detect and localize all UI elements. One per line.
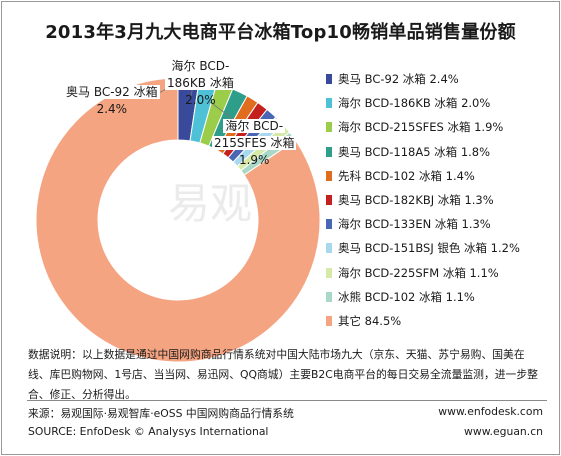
legend-item-10: 其它 84.5% — [326, 312, 558, 336]
callout-186kb-name-a: 海尔 BCD- — [169, 59, 232, 73]
chart-title: 2013年3月九大电商平台冰箱Top10畅销单品销售量份额 — [45, 22, 516, 43]
legend-label-8: 海尔 BCD-225SFM 冰箱 1.1% — [338, 265, 499, 280]
source-cn: 来源：易观国际·易观智库·eOSS 中国网购商品行情系统 — [28, 407, 294, 420]
legend-swatch-2 — [326, 122, 332, 133]
legend-label-9: 冰熊 BCD-102 冰箱 1.1% — [338, 289, 475, 304]
legend-swatch-6 — [326, 219, 332, 230]
legend-swatch-5 — [326, 194, 332, 205]
legend-swatch-9 — [326, 291, 332, 302]
callout-215sfes-name-b: 215SFES 冰箱 — [212, 136, 297, 150]
legend-swatch-7 — [326, 243, 332, 254]
legend-label-6: 海尔 BCD-133EN 冰箱 1.3% — [338, 217, 491, 232]
callout-215sfes: 海尔 BCD- 215SFES 冰箱 1.9% — [212, 118, 297, 169]
legend-item-9: 冰熊 BCD-102 冰箱 1.1% — [326, 288, 558, 312]
chart-legend: 奥马 BC-92 冰箱 2.4% 海尔 BCD-186KB 冰箱 2.0% 海尔 B… — [326, 70, 558, 336]
legend-label-5: 奥马 BCD-182KBJ 冰箱 1.3% — [338, 192, 494, 207]
callout-186kb-value: 2.0% — [185, 93, 216, 107]
legend-label-1: 海尔 BCD-186KB 冰箱 2.0% — [338, 96, 491, 111]
data-note: 数据说明：以上数据是通过中国网购商品行情系统对中国大陆市场九大（京东、天猫、苏宁… — [28, 348, 538, 401]
legend-swatch-0 — [326, 74, 332, 84]
legend-label-4: 先科 BCD-102 冰箱 1.4% — [338, 168, 475, 183]
legend-item-7: 奥马 BCD-151BSJ 银色 冰箱 1.2% — [326, 239, 558, 263]
legend-item-4: 先科 BCD-102 冰箱 1.4% — [326, 167, 558, 191]
watermark-text: 易观 — [168, 179, 253, 228]
legend-label-7: 奥马 BCD-151BSJ 银色 冰箱 1.2% — [338, 241, 520, 256]
callout-186kb: 海尔 BCD- 186KB 冰箱 2.0% — [165, 58, 236, 109]
legend-item-0: 奥马 BC-92 冰箱 2.4% — [326, 70, 558, 94]
callout-bc92-name: 奥马 BC-92 冰箱 — [64, 85, 160, 99]
callout-bc92: 奥马 BC-92 冰箱 2.4% — [64, 84, 160, 118]
source-en: SOURCE: EnfoDesk © Analysys Internationa… — [28, 425, 269, 438]
legend-swatch-3 — [326, 146, 332, 157]
legend-swatch-10 — [326, 315, 332, 326]
legend-item-5: 奥马 BCD-182KBJ 冰箱 1.3% — [326, 191, 558, 215]
legend-item-2: 海尔 BCD-215SFES 冰箱 1.9% — [326, 118, 558, 142]
legend-item-3: 奥马 BCD-118A5 冰箱 1.8% — [326, 143, 558, 167]
legend-label-0: 奥马 BC-92 冰箱 2.4% — [338, 72, 459, 86]
callout-215sfes-name-a: 海尔 BCD- — [223, 119, 286, 133]
legend-swatch-4 — [326, 170, 332, 181]
callout-186kb-name-b: 186KB 冰箱 — [165, 76, 236, 90]
legend-item-6: 海尔 BCD-133EN 冰箱 1.3% — [326, 215, 558, 239]
callout-215sfes-value: 1.9% — [238, 153, 270, 167]
divider — [27, 400, 547, 401]
url-enfodesk: www.enfodesk.com — [438, 405, 543, 418]
legend-item-1: 海尔 BCD-186KB 冰箱 2.0% — [326, 94, 558, 118]
legend-label-3: 奥马 BCD-118A5 冰箱 1.8% — [338, 144, 491, 159]
url-eguan: www.eguan.cn — [464, 425, 543, 438]
legend-swatch-8 — [326, 267, 332, 278]
legend-item-8: 海尔 BCD-225SFM 冰箱 1.1% — [326, 264, 558, 288]
legend-label-2: 海尔 BCD-215SFES 冰箱 1.9% — [338, 120, 504, 135]
callout-bc92-value: 2.4% — [96, 102, 128, 116]
legend-label-10: 其它 84.5% — [338, 313, 402, 328]
legend-swatch-1 — [326, 98, 332, 109]
